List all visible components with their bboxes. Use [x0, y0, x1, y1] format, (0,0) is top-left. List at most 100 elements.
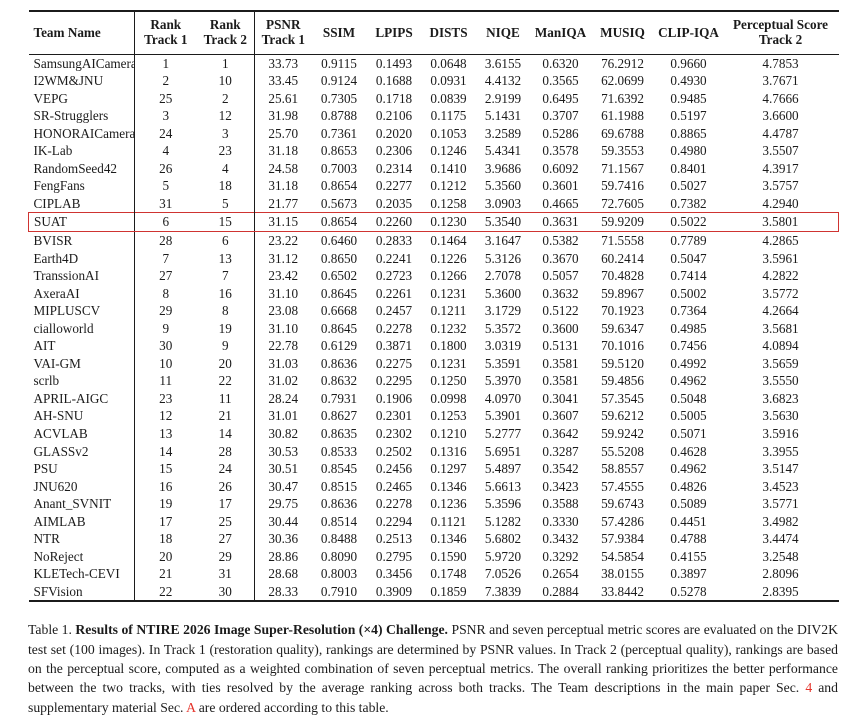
metric-cell: 18: [159, 531, 173, 547]
metric-cell: 3.5681: [762, 320, 799, 336]
caption-text: PSNR and seven perceptual metric scores …: [28, 622, 839, 696]
metric-cell: 0.5057: [542, 268, 579, 284]
header-line: Track 1: [261, 32, 305, 48]
metric-cell: 0.5131: [542, 338, 579, 354]
column-header-dists: DISTS: [421, 10, 476, 55]
metric-cell: 3.5916: [762, 425, 799, 441]
table-row: APRIL-AIGC 23 11 28.24 0.7931 0.1906 0.0998 4.0…: [28, 389, 839, 408]
metric-cell: 0.3432: [542, 531, 579, 547]
metric-cell: 0.8003: [320, 566, 358, 582]
metric-cell: 0.3041: [542, 390, 579, 406]
metric-cell: 0.0998: [430, 390, 467, 406]
metric-cell: 0.3607: [542, 408, 579, 424]
column-header-clip-iqa: CLIP-IQA: [654, 10, 723, 55]
metric-cell: 0.8401: [670, 160, 707, 176]
metric-cell: 3.1729: [484, 303, 522, 319]
header-line: Rank: [150, 16, 182, 32]
metric-cell: 0.1236: [430, 496, 467, 512]
metric-cell: 27: [159, 268, 173, 284]
metric-cell: 0.8788: [320, 108, 358, 124]
metric-cell: 71.5558: [601, 232, 644, 248]
metric-cell: 0.8654: [311, 212, 367, 232]
metric-cell: 0.0648: [430, 55, 467, 71]
metric-cell: 3.2589: [484, 125, 522, 141]
table-row: NTR 18 27 30.36 0.8488 0.2513 0.1346 5.6802 0.34…: [28, 530, 839, 548]
metric-cell: 31: [159, 195, 173, 211]
metric-cell: 0.2513: [375, 531, 413, 547]
team-name-cell: APRIL-AIGC: [28, 389, 135, 408]
metric-cell: 2.9199: [484, 90, 522, 106]
metric-cell: 4.2822: [762, 268, 799, 284]
metric-cell: 23: [159, 390, 173, 406]
metric-cell: 28.24: [268, 390, 299, 406]
metric-cell: 59.9209: [590, 212, 655, 232]
metric-cell: 17: [159, 513, 173, 529]
metric-cell: 3.6600: [762, 108, 799, 124]
metric-cell: 0.1212: [430, 178, 467, 194]
metric-cell: 0.2241: [375, 250, 413, 266]
metric-cell: 0.4155: [670, 548, 707, 564]
team-name-cell: GLASSv2: [28, 442, 135, 461]
metric-cell: 0.5048: [670, 390, 707, 406]
metric-cell: 33.73: [268, 55, 299, 71]
metric-cell: 70.1923: [601, 303, 644, 319]
metric-cell: 3.5757: [762, 178, 799, 194]
table-row: Earth4D 7 13 31.12 0.8650 0.2241 0.1226 5.3126 0…: [28, 249, 839, 268]
section-link[interactable]: 4: [805, 680, 813, 696]
metric-cell: 3.5147: [762, 461, 799, 477]
metric-cell: 0.3581: [542, 355, 579, 371]
metric-cell: 0.9485: [670, 90, 707, 106]
metric-cell: 72.7605: [601, 195, 644, 211]
metric-cell: 5.3126: [484, 250, 522, 266]
metric-cell: 5.3572: [484, 320, 522, 336]
header-line: Track 2: [203, 32, 247, 48]
metric-cell: 12: [196, 107, 255, 125]
table-row: FengFans 5 18 31.18 0.8654 0.2277 0.1212 5.3560…: [28, 177, 839, 195]
metric-cell: 0.2278: [375, 496, 413, 512]
table-row: KLETech-CEVI 21 31 28.68 0.8003 0.3456 0.1748 7…: [28, 565, 839, 583]
metric-cell: 0.1748: [430, 566, 467, 582]
table-row: PSU 15 24 30.51 0.8545 0.2456 0.1297 5.4897 0.35…: [28, 460, 839, 478]
metric-cell: 0.1800: [430, 338, 467, 354]
table-row: ACVLAB 13 14 30.82 0.8635 0.2302 0.1210 5.2777 0…: [28, 424, 839, 443]
metric-cell: 0.4962: [670, 461, 707, 477]
header-line: LPIPS: [375, 24, 413, 40]
table-row-highlighted: SUAT 6 15 31.15 0.8654 0.2260 0.1230 5.3540 0.36…: [28, 212, 839, 232]
team-name-cell: SFVision: [28, 582, 135, 603]
metric-cell: 0.2261: [375, 285, 413, 301]
metric-cell: 0.1210: [430, 425, 467, 441]
column-header-ssim: SSIM: [311, 10, 367, 55]
metric-cell: 60.2414: [601, 250, 644, 266]
metric-cell: 23.22: [268, 232, 299, 248]
table-row: SamsungAICamera 1 1 33.73 0.9115 0.1493 0.0648…: [28, 54, 839, 73]
metric-cell: 0.6320: [542, 55, 579, 71]
metric-cell: 11: [196, 389, 255, 408]
team-name-cell: AxeraAI: [28, 284, 135, 303]
column-header-rank-track2: Rank Track 2: [196, 10, 255, 55]
metric-cell: 0.1346: [430, 478, 467, 494]
metric-cell: 5.3560: [484, 178, 522, 194]
team-name-cell: NTR: [28, 530, 135, 548]
metric-cell: 0.1246: [430, 143, 467, 159]
metric-cell: 9: [162, 320, 170, 336]
column-header-perceptual-score-track2: Perceptual Score Track 2: [722, 10, 839, 55]
team-name-cell: scrlb: [28, 372, 135, 390]
metric-cell: 17: [196, 495, 255, 513]
metric-cell: 0.3423: [542, 478, 579, 494]
metric-cell: 5.1282: [484, 513, 522, 529]
metric-cell: 59.7416: [601, 178, 644, 194]
metric-cell: 31.01: [268, 408, 299, 424]
metric-cell: 0.1250: [430, 373, 467, 389]
metric-cell: 24: [159, 125, 173, 141]
metric-cell: 31.02: [268, 373, 299, 389]
metric-cell: 0.4826: [670, 478, 707, 494]
table-row: MIPLUSCV 29 8 23.08 0.6668 0.2457 0.1211 3.1729…: [28, 302, 839, 320]
metric-cell: 26: [159, 160, 173, 176]
metric-cell: 25: [196, 512, 255, 531]
metric-cell: 5.6951: [484, 443, 522, 459]
team-name-cell: Anant_SVNIT: [28, 495, 135, 513]
metric-cell: 3.5961: [762, 250, 799, 266]
metric-cell: 0.5122: [542, 303, 579, 319]
section-link[interactable]: A: [186, 699, 196, 715]
header-line: Track 1: [144, 32, 188, 48]
